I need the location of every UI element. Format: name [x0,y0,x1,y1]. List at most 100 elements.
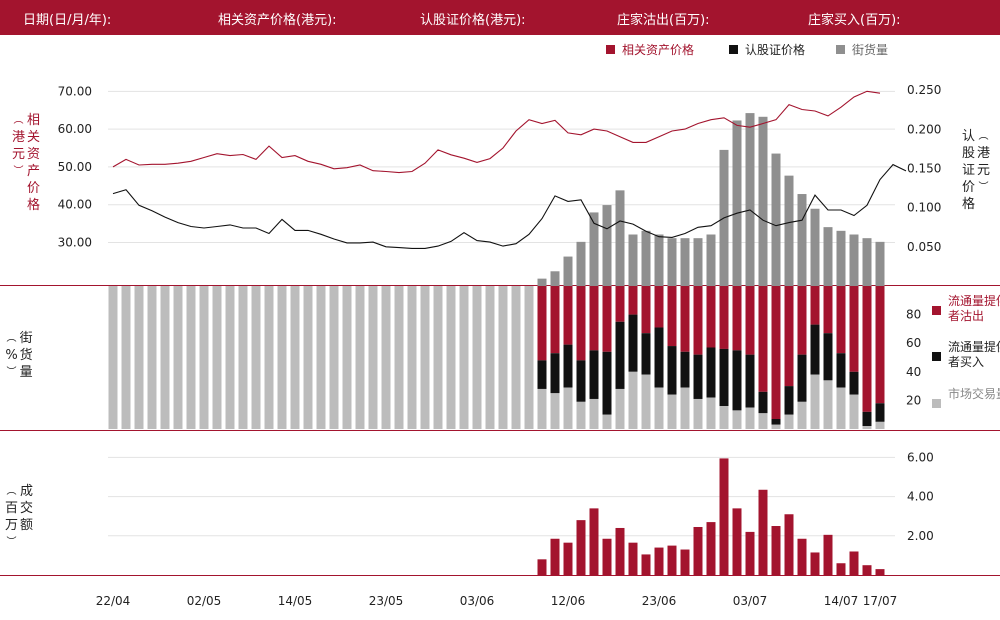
x-tick-label: 14/05 [278,594,313,608]
flow-bar-mm-sell [771,286,781,419]
flow-bar-mm-sell [732,286,742,351]
underlying-ytick-label: 70.00 [58,84,92,98]
flow-bar-mm-sell [849,286,859,372]
legend-warrant-label: 认股证价格 [745,42,805,57]
flow-bar-mm-sell [641,286,651,334]
right-price-axis-title: 认股证价格 ︵ 港元 ︶ [952,128,1000,213]
flow-ytick-label: 20 [906,393,921,407]
left-price-axis-title: ︵ 港元 ︶ 相关资产价格 [10,112,42,244]
flow-bar-mm-buy [797,354,807,402]
mm-buy-label: 庄家买入(百万): [808,13,901,28]
flow-bar-mm-buy [849,371,859,395]
flow-bar-mm-sell [758,286,768,392]
flow-bar-market [394,286,404,429]
flow-ytick-label: 60 [906,336,921,350]
flow-bar-mm-buy [771,418,781,425]
flow-bar-market [719,406,729,429]
flow-bar-market [758,413,768,429]
flow-bar-mm-buy [563,344,573,388]
flow-bar-mm-buy [719,348,729,407]
flow-bar-market [186,286,196,429]
outstanding-bar [862,238,872,286]
flow-bar-market [459,286,469,429]
flow-bar-mm-sell [615,286,625,322]
turnover-bar [719,458,729,575]
outstanding-bar [602,205,612,286]
flow-bar-mm-buy [641,333,651,375]
x-tick-label: 14/07 [824,594,859,608]
flow-bar-mm-sell [589,286,599,351]
flow-bar-market [121,286,131,429]
legend-mm_out-label: 流通量提供者沽出 [948,293,1000,323]
underlying-price-line [112,90,881,174]
flow-bar-mm-buy [550,353,560,394]
outstanding-bar [550,271,560,286]
flow-bar-market [589,398,599,429]
flow-bar-mm-buy [745,354,755,408]
x-tick-label: 22/04 [96,594,131,608]
flow-bar-mm-buy [628,314,638,372]
underlying-ytick-label: 40.00 [58,198,92,212]
flow-bar-market [875,421,885,429]
flow-bar-mm-buy [823,333,833,381]
flow-bar-mm-sell [537,286,547,361]
flow-bar-market [355,286,365,429]
flow-bar-market [771,424,781,429]
flow-bar-mm-sell [563,286,573,345]
legend-mm_out-swatch [932,306,941,315]
flow-bar-mm-buy [602,351,612,415]
outstanding-bar [849,234,859,286]
outstanding-bar [784,175,794,286]
flow-bar-mm-sell [693,286,703,355]
legend-outstanding-swatch [836,45,845,54]
turnover-bar [563,542,573,575]
x-tick-label: 12/06 [551,594,586,608]
legend-outstanding-label: 街货量 [852,42,888,57]
flow-bar-market [810,374,820,429]
flow-bar-market [342,286,352,429]
flow-bar-market [706,397,716,429]
flow-bar-mm-sell [823,286,833,334]
flow-bar-market [797,401,807,429]
legend-underlying-label: 相关资产价格 [622,42,694,57]
flow-bar-mm-buy [667,346,677,395]
turnover-bar [797,538,807,575]
outstanding-bar [576,241,586,286]
outstanding-bar [797,194,807,286]
turnover-bar [784,514,794,575]
turnover-bar [771,526,781,575]
flow-bar-market [563,387,573,429]
legend-underlying-swatch [606,45,615,54]
flow-bar-mm-buy [810,324,820,375]
underlying-ytick-label: 60.00 [58,122,92,136]
flow-bar-mm-buy [537,360,547,389]
flow-bar-market [732,410,742,429]
flow-bar-market [225,286,235,429]
outstanding-bar [641,230,651,286]
turnover-bar [862,565,872,575]
flow-bar-market [381,286,391,429]
turnover-ytick-label: 4.00 [907,490,934,504]
warrant-ytick-label: 0.050 [907,240,941,254]
flow-ytick-label: 40 [906,365,921,379]
turnover-bar [550,538,560,575]
warrant-ytick-label: 0.150 [907,162,941,176]
flow-bar-mm-buy [680,351,690,388]
flow-bar-mm-sell [784,286,794,387]
outstanding-bar [823,227,833,286]
flow-bar-market [693,398,703,429]
turnover-bar [602,538,612,575]
flow-bar-market [472,286,482,429]
flow-bar-mm-sell [550,286,560,354]
outstanding-bar [563,256,573,286]
flow-bar-market [680,387,690,429]
flow-bar-market [407,286,417,429]
turnover-bar [732,508,742,575]
turnover-bar [693,526,703,575]
header-bar: 日期(日/月/年): 相关资产价格(港元): 认股证价格(港元): 庄家沽出(百… [0,0,1000,35]
turnover-bar [667,545,677,575]
turnover-bar [641,554,651,575]
flow-bar-mm-sell [602,286,612,352]
flow-bar-market [849,394,859,429]
x-tick-label: 03/06 [460,594,495,608]
